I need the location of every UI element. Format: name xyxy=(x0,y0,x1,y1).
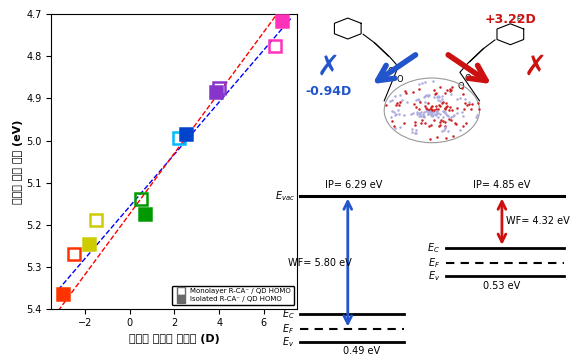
Text: WF= 4.32 eV: WF= 4.32 eV xyxy=(506,216,570,227)
Text: 0.53 eV: 0.53 eV xyxy=(483,281,521,291)
Text: F: F xyxy=(517,16,521,22)
Text: 0.49 eV: 0.49 eV xyxy=(343,346,380,356)
Y-axis label: 에너지 준위 계산 (eV): 에너지 준위 계산 (eV) xyxy=(14,119,23,204)
Text: $E_F$: $E_F$ xyxy=(283,322,295,336)
Text: ✗: ✗ xyxy=(316,53,340,80)
Text: $E_v$: $E_v$ xyxy=(428,270,440,283)
Text: -0.94D: -0.94D xyxy=(306,85,352,98)
Text: IP= 4.85 eV: IP= 4.85 eV xyxy=(473,180,531,190)
Text: O: O xyxy=(458,82,464,91)
Text: O: O xyxy=(388,67,395,76)
Text: IP= 6.29 eV: IP= 6.29 eV xyxy=(325,180,382,190)
Text: $E_{vac}$: $E_{vac}$ xyxy=(275,189,295,202)
Text: O: O xyxy=(465,74,471,83)
Legend: Monolayer R-CA⁻ / QD HOMO, Isolated R-CA⁻ / QD HOMO: Monolayer R-CA⁻ / QD HOMO, Isolated R-CA… xyxy=(172,286,294,305)
Text: $E_C$: $E_C$ xyxy=(281,307,295,321)
Text: +3.22D: +3.22D xyxy=(484,13,536,26)
Text: $E_v$: $E_v$ xyxy=(283,335,295,349)
Text: ✗: ✗ xyxy=(524,53,547,80)
X-axis label: 외과층 쌍궹자 모멘트 (D): 외과층 쌍궹자 모멘트 (D) xyxy=(129,334,220,344)
Text: WF= 5.80 eV: WF= 5.80 eV xyxy=(288,258,352,268)
Text: $E_F$: $E_F$ xyxy=(428,256,440,270)
Text: O: O xyxy=(396,75,403,84)
Text: $E_C$: $E_C$ xyxy=(427,241,440,255)
